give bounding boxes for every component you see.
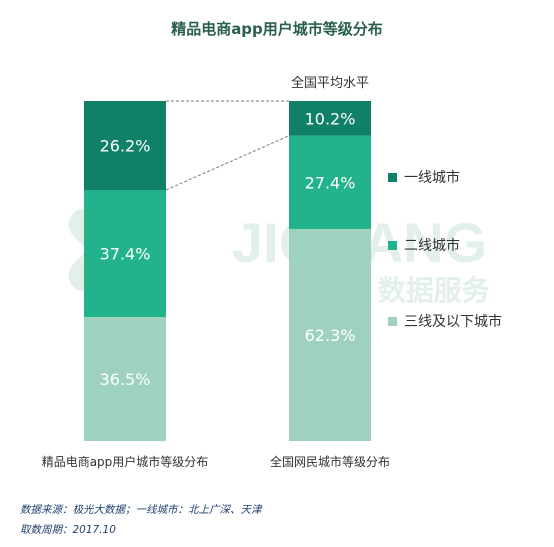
- top-note: 全国平均水平: [291, 75, 369, 91]
- bar-1-1: [289, 135, 371, 229]
- bar-0-2: [84, 101, 166, 190]
- data-label-0-0: 36.5%: [100, 370, 151, 389]
- data-label-0-2: 26.2%: [100, 136, 151, 155]
- data-label-1-0: 62.3%: [305, 326, 356, 345]
- bar-1-0: [289, 228, 371, 441]
- data-label-1-2: 10.2%: [305, 109, 356, 128]
- data-label-0-1: 37.4%: [100, 245, 151, 264]
- legend-swatch-2: [388, 317, 397, 326]
- legend-label-2: 三线及以下城市: [404, 313, 502, 330]
- period-note: 取数周期：2017.10: [20, 524, 116, 536]
- legend-label-0: 一线城市: [404, 169, 460, 186]
- source-note: 数据来源：极光大数据；一线城市：北上广深、天津: [20, 504, 262, 516]
- legend-swatch-0: [388, 173, 397, 182]
- bar-0-1: [84, 189, 166, 318]
- chart-title: 精品电商app用户城市等级分布: [171, 20, 383, 38]
- bar-1-2: [289, 101, 371, 136]
- bar-0-0: [84, 317, 166, 441]
- legend-swatch-1: [388, 241, 397, 250]
- legend-label-1: 二线城市: [404, 237, 460, 254]
- connector-line-0: [165, 135, 290, 191]
- category-label-1: 全国网民城市等级分布: [270, 454, 390, 469]
- category-label-0: 精品电商app用户城市等级分布: [42, 454, 209, 469]
- data-label-1-1: 27.4%: [305, 173, 356, 192]
